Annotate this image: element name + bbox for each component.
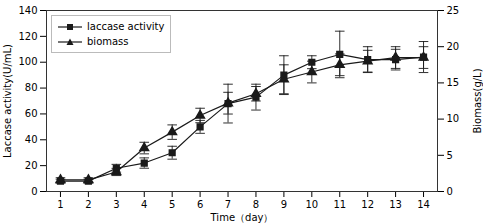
svg-text:10: 10 [305,199,318,210]
svg-text:12: 12 [361,199,374,210]
html-text:laccase activity: laccase activity [87,21,165,32]
svg-text:80: 80 [25,82,38,93]
svg-text:100: 100 [18,56,37,67]
svg-text:1: 1 [57,199,63,210]
svg-text:Time（day）: Time（day） [210,212,274,223]
svg-text:3: 3 [113,199,119,210]
svg-text:60: 60 [25,108,38,119]
svg-text:Biomass(g/L): Biomass(g/L) [472,68,483,133]
svg-text:13: 13 [389,199,402,210]
svg-text:9: 9 [281,199,287,210]
svg-text:6: 6 [197,199,203,210]
svg-text:8: 8 [253,199,259,210]
svg-text:Laccase activity(U/mL): Laccase activity(U/mL) [2,44,13,158]
svg-text:40: 40 [25,134,38,145]
svg-text:140: 140 [18,5,37,16]
svg-text:11: 11 [333,199,346,210]
svg-text:5: 5 [169,199,175,210]
svg-text:10: 10 [447,113,460,124]
svg-text:5: 5 [447,150,453,161]
svg-text:7: 7 [225,199,231,210]
svg-text:14: 14 [417,199,430,210]
svg-text:120: 120 [18,31,37,42]
svg-text:0: 0 [31,186,37,197]
svg-text:20: 20 [447,41,460,52]
svg-text:2: 2 [85,199,91,210]
svg-text:25: 25 [447,5,460,16]
svg-text:4: 4 [141,199,147,210]
svg-text:20: 20 [25,160,38,171]
html-text:biomass: biomass [87,36,129,47]
svg-text:15: 15 [447,77,460,88]
svg-text:0: 0 [447,186,453,197]
